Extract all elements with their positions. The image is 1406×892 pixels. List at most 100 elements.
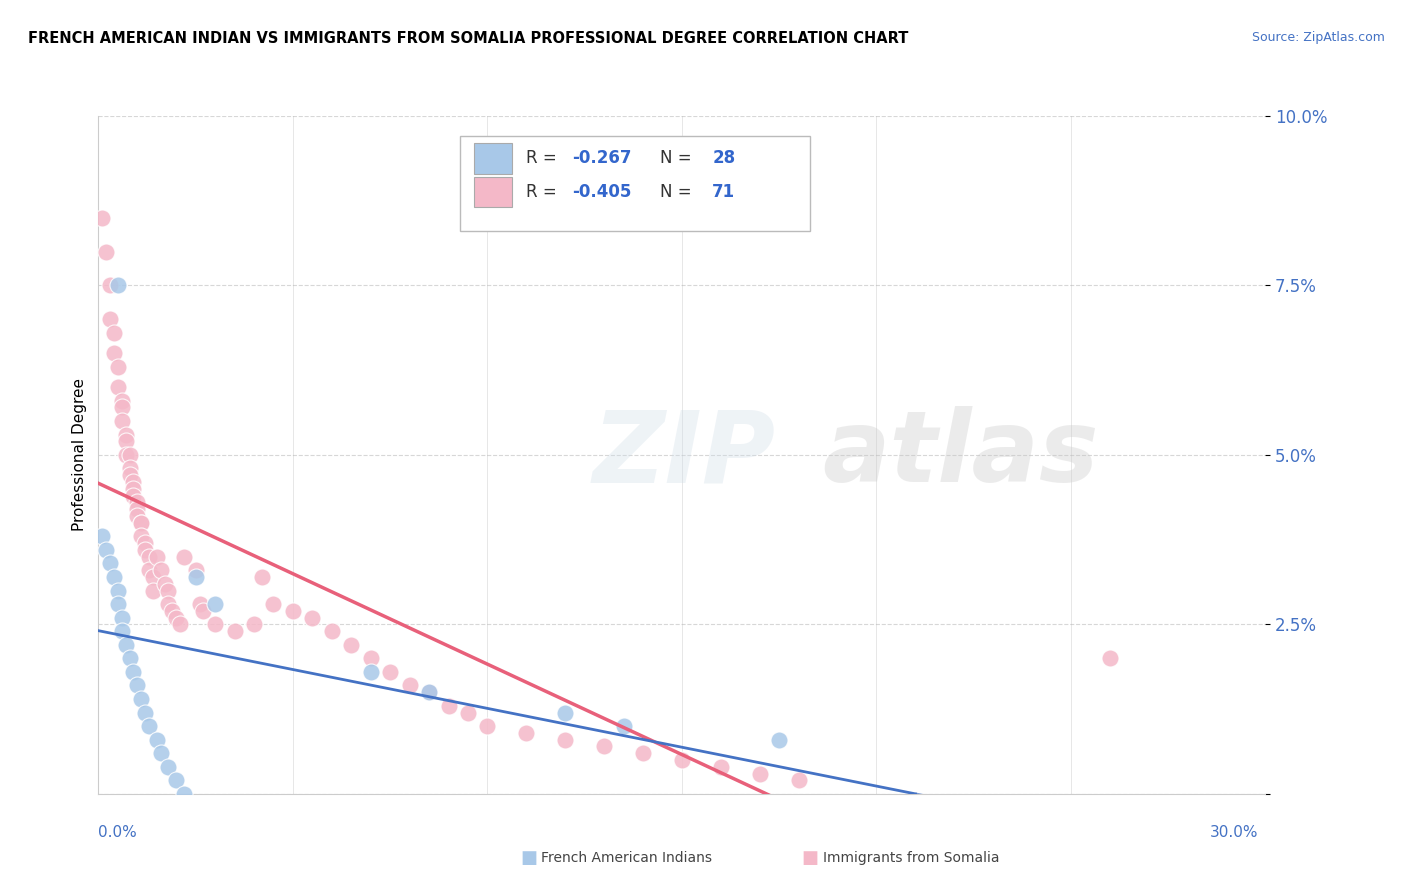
Point: [787, 773, 810, 788]
Point: [134, 706, 156, 720]
Point: [262, 597, 284, 611]
Point: [184, 563, 207, 577]
Point: [243, 617, 266, 632]
Point: [129, 692, 152, 706]
Point: [710, 760, 733, 774]
Point: [103, 326, 125, 340]
Point: [127, 495, 149, 509]
Point: [103, 570, 125, 584]
Point: [250, 570, 273, 584]
Point: [613, 719, 636, 733]
Point: [111, 414, 134, 428]
Point: [321, 624, 343, 639]
Text: ■: ■: [520, 849, 537, 867]
Point: [360, 665, 382, 679]
Point: [398, 678, 420, 692]
Point: [593, 739, 616, 754]
Point: [122, 475, 145, 489]
Text: 28: 28: [713, 149, 735, 167]
Point: [127, 678, 149, 692]
Point: [554, 732, 576, 747]
Point: [142, 570, 165, 584]
Point: [184, 570, 207, 584]
Point: [98, 557, 121, 571]
Point: [91, 529, 114, 543]
Point: [107, 583, 129, 598]
Text: atlas: atlas: [823, 407, 1098, 503]
Point: [153, 576, 176, 591]
Point: [418, 685, 440, 699]
Point: [107, 380, 129, 394]
Text: R =: R =: [526, 149, 561, 167]
Point: [134, 536, 156, 550]
Point: [157, 760, 180, 774]
Text: FRENCH AMERICAN INDIAN VS IMMIGRANTS FROM SOMALIA PROFESSIONAL DEGREE CORRELATIO: FRENCH AMERICAN INDIAN VS IMMIGRANTS FRO…: [28, 31, 908, 46]
Point: [748, 766, 770, 780]
Text: Immigrants from Somalia: Immigrants from Somalia: [823, 851, 1000, 865]
Point: [204, 597, 226, 611]
Point: [98, 278, 121, 293]
Point: [129, 516, 152, 530]
Point: [91, 211, 114, 225]
Point: [169, 617, 191, 632]
Point: [671, 753, 693, 767]
Point: [457, 706, 479, 720]
Point: [107, 359, 129, 374]
Point: [768, 732, 790, 747]
Point: [129, 529, 152, 543]
Text: 71: 71: [713, 183, 735, 201]
Point: [111, 393, 134, 408]
Point: [162, 604, 184, 618]
Point: [165, 773, 187, 788]
Point: [1098, 651, 1121, 665]
Point: [118, 448, 141, 462]
Point: [107, 278, 129, 293]
Point: [96, 542, 118, 557]
Point: [114, 638, 136, 652]
Point: [193, 604, 215, 618]
Point: [129, 516, 152, 530]
Text: N =: N =: [659, 183, 696, 201]
Point: [127, 502, 149, 516]
Point: [149, 563, 172, 577]
Point: [118, 461, 141, 475]
Point: [631, 746, 654, 760]
Point: [515, 726, 537, 740]
Point: [114, 434, 136, 449]
Y-axis label: Professional Degree: Professional Degree: [72, 378, 87, 532]
Point: [477, 719, 499, 733]
Point: [157, 597, 180, 611]
Point: [114, 448, 136, 462]
Point: [138, 549, 160, 564]
Point: [111, 624, 134, 639]
Point: [142, 583, 165, 598]
Point: [380, 665, 402, 679]
Text: N =: N =: [659, 149, 696, 167]
Point: [360, 651, 382, 665]
Text: 0.0%: 0.0%: [98, 825, 138, 840]
Point: [138, 563, 160, 577]
Point: [138, 719, 160, 733]
Text: R =: R =: [526, 183, 561, 201]
Point: [107, 597, 129, 611]
Point: [103, 346, 125, 360]
Text: -0.267: -0.267: [572, 149, 631, 167]
Point: [554, 706, 576, 720]
Point: [437, 698, 460, 713]
Bar: [474, 177, 512, 208]
Point: [173, 549, 195, 564]
Bar: [474, 143, 512, 174]
Point: [149, 746, 172, 760]
Point: [114, 427, 136, 442]
Text: -0.405: -0.405: [572, 183, 631, 201]
Point: [122, 489, 145, 503]
Point: [165, 610, 187, 624]
Text: 30.0%: 30.0%: [1211, 825, 1258, 840]
Point: [118, 651, 141, 665]
Point: [146, 549, 169, 564]
Point: [340, 638, 363, 652]
Point: [111, 401, 134, 415]
Point: [173, 787, 195, 801]
Text: Source: ZipAtlas.com: Source: ZipAtlas.com: [1251, 31, 1385, 45]
Point: [188, 597, 211, 611]
